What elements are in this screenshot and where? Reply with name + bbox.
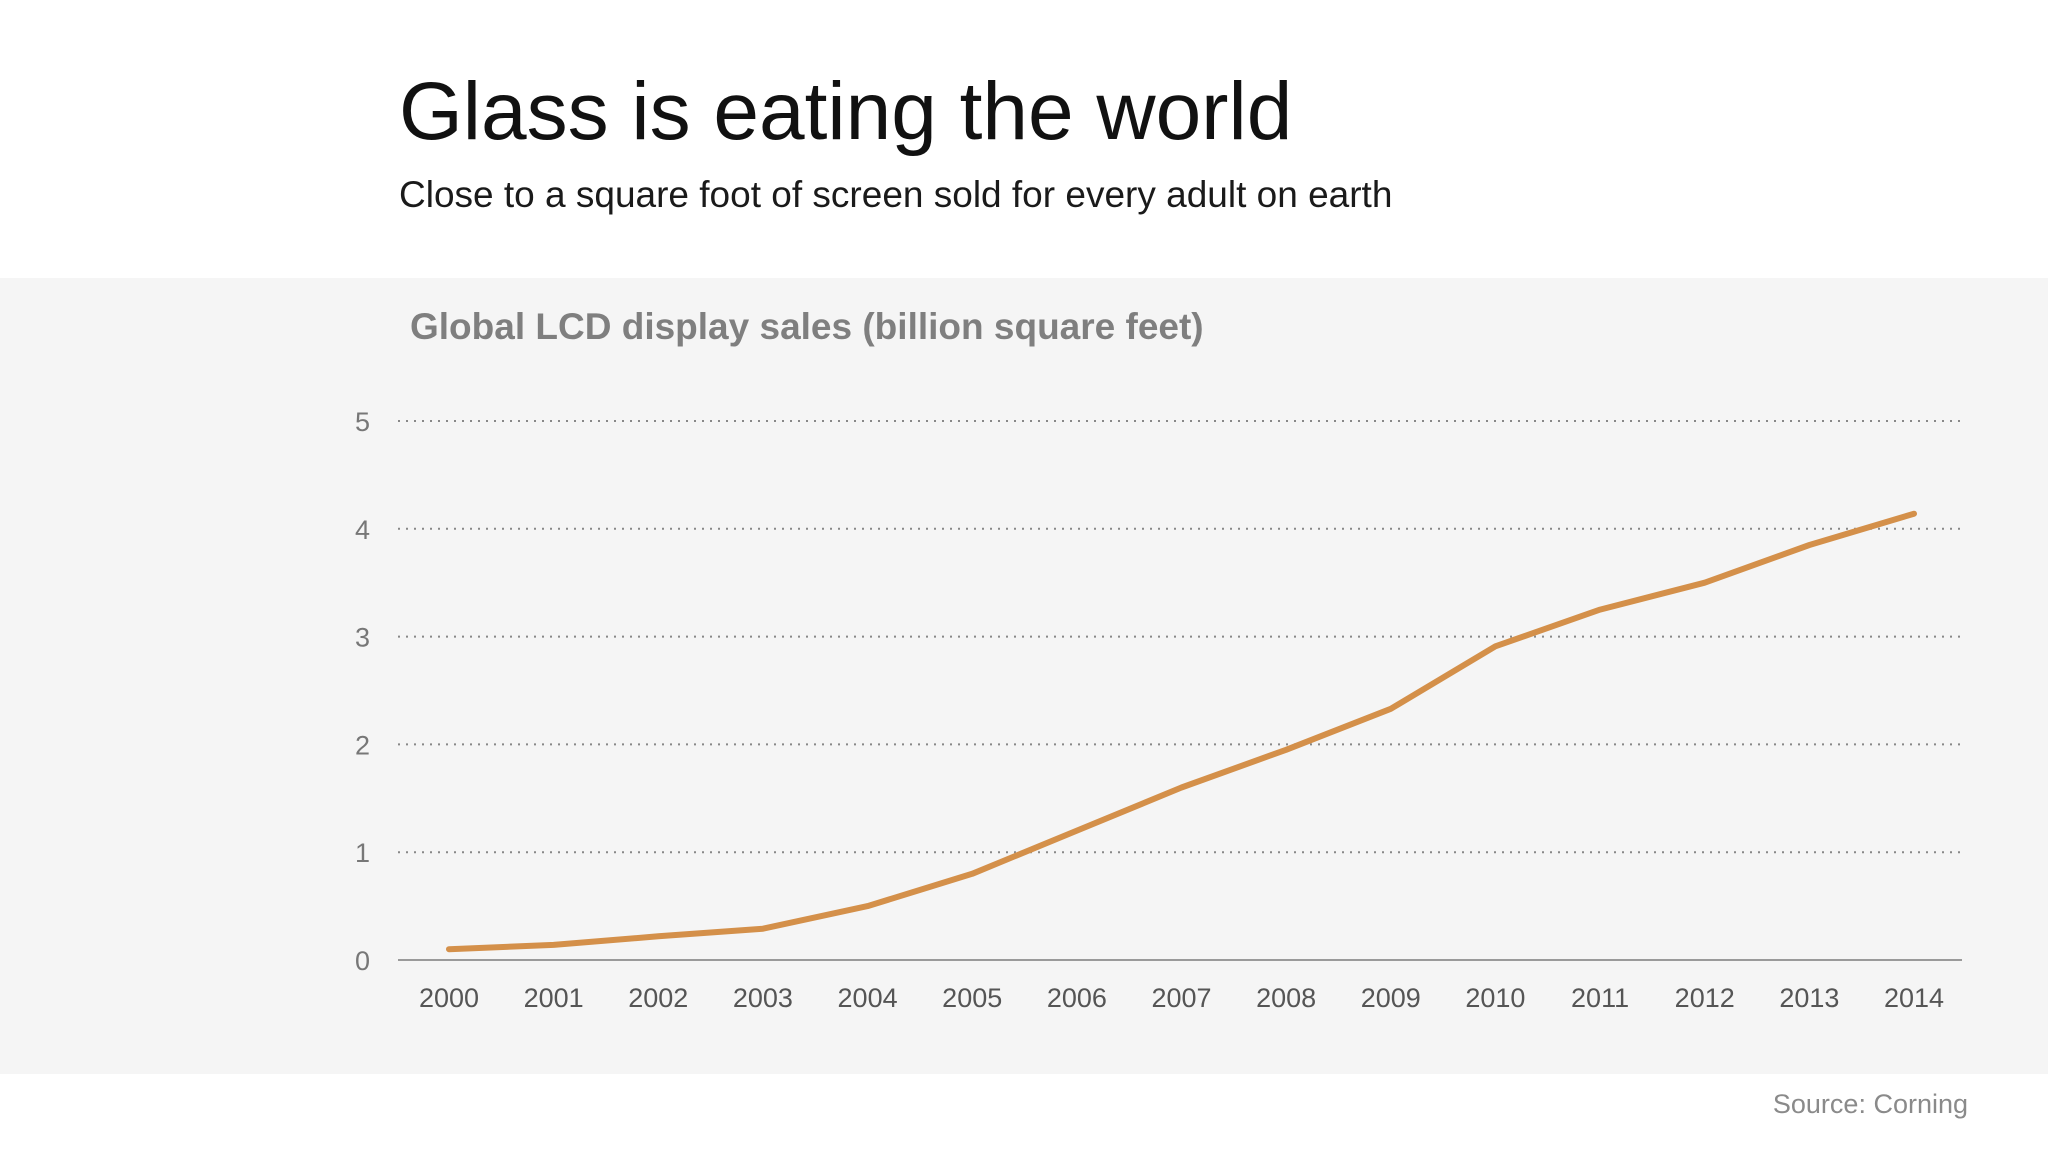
y-tick-label: 2: [355, 730, 370, 760]
y-tick-label: 5: [355, 407, 370, 437]
y-tick-label: 3: [355, 623, 370, 653]
y-tick-label: 0: [355, 946, 370, 976]
x-tick-label: 2002: [628, 983, 688, 1013]
page-subtitle: Close to a square foot of screen sold fo…: [399, 174, 1393, 215]
data-point-2000: [446, 946, 452, 952]
data-point-2012: [1702, 580, 1708, 586]
x-tick-label: 2005: [942, 983, 1002, 1013]
source-note: Source: Corning: [1772, 1089, 1968, 1119]
x-tick-label: 2001: [524, 983, 584, 1013]
data-point-2011: [1597, 607, 1603, 613]
data-point-2006: [1074, 828, 1080, 834]
data-point-2009: [1388, 706, 1394, 712]
x-tick-label: 2004: [838, 983, 898, 1013]
chart-panel: [0, 278, 2048, 1074]
data-point-2008: [1283, 747, 1289, 753]
x-tick-label: 2013: [1779, 983, 1839, 1013]
page-title: Glass is eating the world: [399, 66, 1293, 157]
x-tick-label: 2012: [1675, 983, 1735, 1013]
data-point-2007: [1179, 785, 1185, 791]
x-tick-label: 2008: [1256, 983, 1316, 1013]
x-tick-label: 2014: [1884, 983, 1944, 1013]
x-tick-label: 2000: [419, 983, 479, 1013]
x-tick-label: 2010: [1465, 983, 1525, 1013]
data-point-2014: [1911, 511, 1917, 517]
x-tick-label: 2011: [1571, 983, 1629, 1013]
x-tick-label: 2009: [1361, 983, 1421, 1013]
chart-title: Global LCD display sales (billion square…: [410, 306, 1204, 347]
data-point-2001: [551, 942, 557, 948]
x-tick-label: 2006: [1047, 983, 1107, 1013]
data-point-2005: [969, 871, 975, 877]
data-point-2002: [655, 933, 661, 939]
series-line-0: [446, 510, 1917, 953]
data-point-2013: [1806, 542, 1812, 548]
x-tick-label: 2007: [1151, 983, 1211, 1013]
data-point-2003: [760, 926, 766, 932]
data-point-2010: [1492, 643, 1498, 649]
y-tick-label: 1: [355, 838, 370, 868]
x-tick-label: 2003: [733, 983, 793, 1013]
data-point-2004: [865, 903, 871, 909]
y-tick-label: 4: [355, 515, 370, 545]
